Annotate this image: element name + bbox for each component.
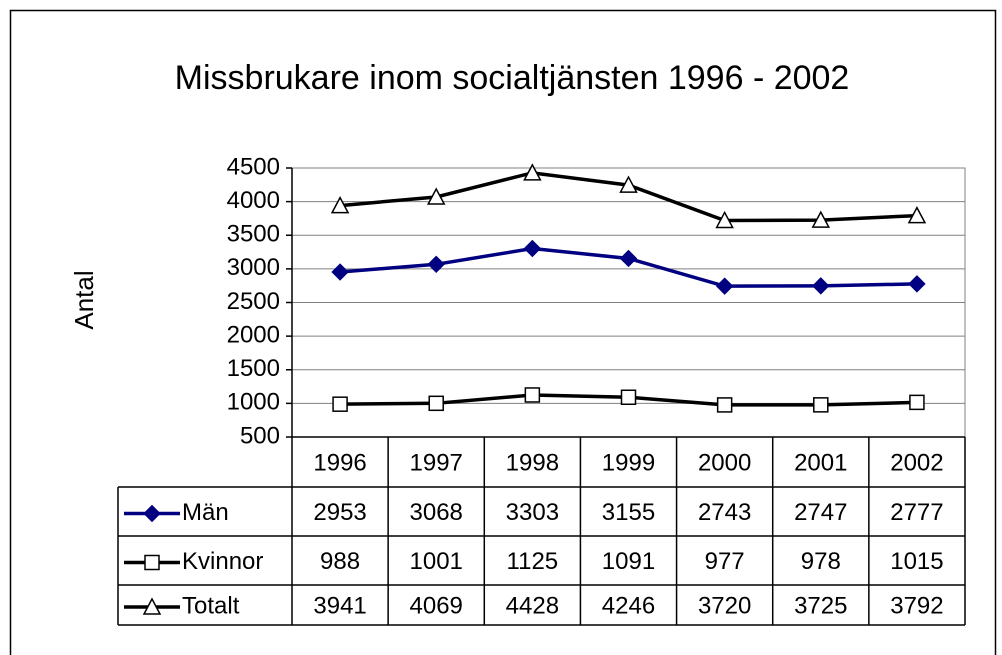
x-tick-label: 2000	[698, 449, 751, 476]
marker	[524, 387, 541, 403]
table-value: 2953	[313, 499, 366, 526]
table-value: 3725	[794, 592, 847, 619]
marker	[523, 163, 542, 181]
legend-label: Kvinnor	[182, 548, 263, 575]
x-tick-label: 2002	[890, 449, 943, 476]
y-tick-label: 2000	[227, 321, 280, 348]
legend-marker	[142, 597, 162, 615]
marker	[909, 394, 925, 411]
x-tick-label: 1998	[506, 449, 559, 476]
legend-marker	[144, 554, 160, 571]
table-value: 4246	[602, 592, 655, 619]
marker	[332, 396, 348, 412]
y-tick-label: 1000	[227, 389, 280, 416]
y-axis-label: Antal	[69, 270, 99, 329]
marker	[427, 255, 445, 274]
table-value: 3303	[506, 499, 559, 526]
marker	[426, 187, 446, 205]
y-tick-label: 4000	[227, 187, 280, 214]
x-tick-label: 2001	[794, 449, 847, 476]
chart-title: Missbrukare inom socialtjänsten 1996 - 2…	[175, 59, 850, 97]
marker	[908, 275, 926, 293]
marker	[620, 389, 637, 406]
x-tick-label: 1999	[602, 449, 655, 476]
marker	[715, 210, 734, 229]
table-value: 2747	[794, 499, 847, 526]
marker	[523, 239, 542, 258]
table-value: 977	[705, 548, 745, 575]
y-tick-label: 4500	[227, 153, 280, 180]
y-tick-label: 1500	[227, 355, 280, 382]
table-value: 3792	[890, 592, 943, 619]
y-tick-label: 3000	[227, 254, 280, 281]
y-tick-label: 3500	[227, 221, 280, 248]
table-value: 1091	[602, 548, 655, 575]
table-value: 1015	[890, 548, 943, 575]
legend-label: Män	[182, 499, 229, 526]
y-tick-label: 2500	[227, 288, 280, 315]
marker	[715, 277, 734, 295]
marker	[812, 277, 830, 295]
table-value: 4428	[506, 592, 559, 619]
marker	[330, 195, 350, 214]
table-value: 1001	[410, 548, 463, 575]
table-value: 1125	[507, 548, 559, 575]
legend-marker	[143, 504, 161, 523]
x-tick-label: 1997	[410, 449, 463, 476]
table-value: 978	[801, 548, 841, 575]
table-value: 2777	[890, 499, 943, 526]
chart-border	[9, 9, 997, 655]
table-value: 4069	[410, 592, 463, 619]
marker	[331, 263, 349, 281]
marker	[619, 249, 638, 268]
marker	[619, 175, 638, 193]
marker	[813, 397, 829, 413]
table-value: 3155	[602, 499, 655, 526]
marker	[716, 397, 733, 413]
legend-label: Totalt	[182, 592, 240, 619]
table-value: 3941	[313, 592, 366, 619]
table-value: 2743	[698, 499, 751, 526]
table-value: 3068	[410, 499, 463, 526]
table-value: 988	[320, 548, 360, 575]
marker	[811, 210, 831, 228]
y-tick-label: 500	[240, 422, 280, 449]
x-tick-label: 1996	[313, 449, 366, 476]
table-value: 3720	[698, 592, 751, 619]
marker	[907, 206, 927, 224]
marker	[428, 395, 444, 412]
